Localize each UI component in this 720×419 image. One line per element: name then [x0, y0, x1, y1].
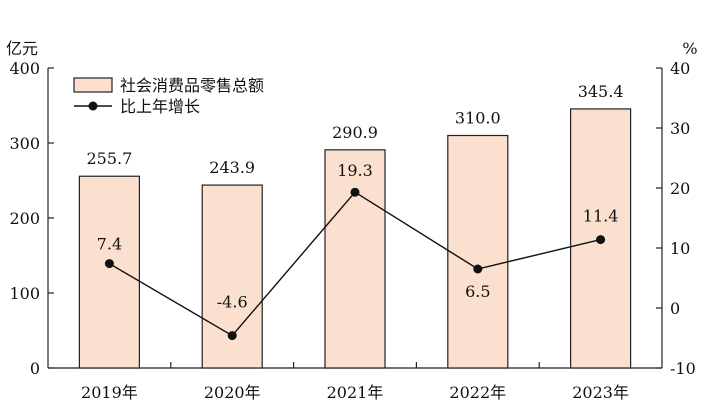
legend-line-marker — [88, 101, 98, 111]
bar-value-label: 243.9 — [209, 158, 255, 177]
x-tick-label: 2020年 — [204, 383, 261, 402]
bar-value-label: 310.0 — [455, 109, 501, 128]
right-tick-label: 20 — [670, 179, 690, 198]
bar-value-label: 345.4 — [578, 82, 624, 101]
right-tick-label: -10 — [670, 359, 696, 378]
legend-bar-label: 社会消费品零售总额 — [120, 76, 264, 95]
growth-point — [350, 187, 360, 197]
left-tick-label: 0 — [30, 359, 40, 378]
growth-value-label: -4.6 — [217, 293, 248, 312]
growth-value-label: 6.5 — [465, 282, 490, 301]
left-tick-label: 300 — [9, 134, 40, 153]
bar — [324, 149, 386, 369]
growth-value-label: 7.4 — [97, 235, 122, 254]
bar — [201, 184, 263, 369]
x-tick-label: 2019年 — [81, 383, 138, 402]
legend-line-label: 比上年增长 — [120, 97, 200, 116]
right-tick-label: 0 — [670, 299, 680, 318]
left-tick-label: 200 — [9, 209, 40, 228]
right-tick-label: 10 — [670, 239, 690, 258]
right-tick-label: 30 — [670, 119, 690, 138]
x-tick-label: 2021年 — [327, 383, 384, 402]
left-axis-unit: 亿元 — [6, 39, 38, 58]
legend-bar-swatch — [73, 77, 113, 93]
x-tick-label: 2022年 — [449, 383, 506, 402]
right-tick-label: 40 — [670, 59, 690, 78]
left-tick-label: 100 — [9, 284, 40, 303]
growth-point — [596, 235, 606, 245]
bar — [78, 175, 141, 369]
bar — [447, 134, 509, 369]
growth-point — [104, 259, 114, 269]
growth-point — [227, 331, 237, 341]
right-axis-unit: % — [682, 39, 697, 58]
bar-value-label: 290.9 — [332, 123, 378, 142]
bar-value-label: 255.7 — [86, 149, 132, 168]
x-tick-label: 2023年 — [572, 383, 629, 402]
growth-value-label: 19.3 — [337, 161, 373, 180]
left-tick-label: 400 — [9, 59, 40, 78]
growth-value-label: 11.4 — [583, 207, 619, 226]
growth-point — [473, 264, 483, 274]
